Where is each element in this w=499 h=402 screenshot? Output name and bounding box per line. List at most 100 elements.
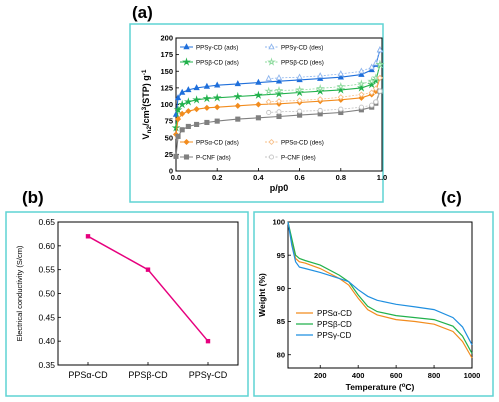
data-point-pps-cd [145, 267, 151, 272]
legend-label: PPSγ-CD [317, 331, 351, 340]
data-point-pps-cd-des [295, 85, 304, 94]
panel-b-frame [5, 211, 249, 397]
data-point-p-cnf-des [358, 104, 364, 110]
legend-marker [267, 57, 276, 66]
x-tick-label-c: 200 [314, 371, 327, 380]
x-tick-label-b: PPSγ-CD [189, 370, 228, 380]
y-tick-label-b: 0.60 [38, 241, 55, 251]
data-point-p-cnf-des [377, 88, 383, 94]
y-tick-label-a: 175 [160, 50, 173, 59]
data-point-pps-cd-des [368, 63, 375, 70]
y-tick-label-b: 0.50 [38, 289, 55, 299]
legend-label: PPSβ-CD (ads) [196, 59, 239, 66]
x-tick-label-a: 0.8 [336, 173, 346, 182]
data-point-pps-cd-des [317, 96, 324, 103]
chart-c: 200 400 600 800 1000 80 85 90 95 100 Temperature (… [257, 218, 480, 392]
data-point-pps-cd-ads [255, 101, 262, 108]
y-tick-label-a: 75 [165, 117, 173, 126]
data-point-p-cnf-ads [214, 118, 220, 124]
legend-entry-p-cnf-ads: P-CNF (ads) [180, 154, 231, 161]
data-point-p-cnf-des [369, 102, 375, 108]
data-point-pps-cd-ads [203, 82, 211, 89]
data-point-pps-cd-des [358, 67, 365, 74]
data-point-pps-cd-ads [315, 86, 325, 95]
data-point-pps-cd-ads [203, 104, 210, 111]
data-point-pps-cd-ads [177, 99, 187, 109]
y-tick-label-c: 90 [277, 284, 285, 293]
legend-label: PPSα-CD [317, 309, 352, 318]
y-tick-label-a: 200 [160, 34, 173, 43]
data-point-pps-cd-des [265, 98, 272, 105]
y-tick-label-a: 125 [160, 83, 173, 92]
data-point-pps-cd-ads [234, 102, 241, 109]
panel-label-b: (b) [22, 188, 44, 207]
legend-marker [183, 154, 190, 160]
data-point-pps-cd [205, 338, 211, 344]
legend-label: PPSα-CD (des) [281, 139, 324, 146]
y-tick-label-b: 0.65 [38, 217, 55, 227]
data-point-pps-cd-ads [337, 73, 344, 80]
data-point-p-cnf-des [297, 108, 303, 114]
chart-a: 0.0 0.2 0.4 0.6 0.8 1.0 0 25 50 75 100 125 150 175 200… [141, 34, 387, 193]
data-point-pps-cd-des [367, 76, 377, 85]
y-tick-label-c: 95 [277, 251, 285, 260]
data-point-pps-cd-ads [185, 108, 192, 115]
data-point-pps-cd-ads [371, 75, 381, 85]
y-tick-label-b: 0.35 [38, 360, 55, 370]
panel-label-a: (a) [132, 3, 153, 22]
legend-entry-pps-cd-des: PPSα-CD (des) [265, 138, 324, 146]
data-point-p-cnf-des [373, 99, 379, 105]
data-point-pps-cd-des [296, 97, 303, 104]
data-point-pps-cd-des [275, 74, 283, 81]
data-point-p-cnf-ads [235, 116, 241, 122]
legend-marker [183, 43, 190, 50]
data-point-pps-cd-des [265, 74, 272, 81]
legend-entry-pps-cd-ads: PPSα-CD (ads) [180, 138, 239, 146]
series-line-p-cnf-des [268, 91, 381, 113]
data-point-pps-cd-ads [214, 81, 221, 88]
legend-entry-pps-cd-des: PPSγ-CD (des) [265, 43, 323, 51]
series-pps-cd-des [265, 46, 384, 81]
legend-marker [268, 154, 275, 160]
legend-entry-pps-cd: PPSγ-CD [296, 331, 351, 340]
x-tick-label-a: 0.0 [171, 173, 181, 182]
series-line-pps-cd [287, 221, 473, 359]
panel-c-frame [253, 211, 494, 397]
legend-label: P-CNF (ads) [196, 154, 231, 161]
legend-entry-pps-cd-des: PPSβ-CD (des) [265, 57, 324, 66]
data-point-pps-cd-ads [193, 84, 200, 91]
data-point-pps-cd-ads [171, 123, 181, 132]
legend-entry-pps-cd: PPSα-CD [296, 309, 352, 318]
x-tick-label-b: PPSα-CD [68, 370, 108, 380]
y-tick-label-a: 100 [160, 100, 173, 109]
y-tick-label-b: 0.40 [38, 336, 55, 346]
data-point-pps-cd-ads [174, 94, 182, 101]
x-tick-label-c: 1000 [464, 371, 481, 380]
data-point-pps-cd-ads [193, 106, 200, 113]
data-point-p-cnf-ads [179, 127, 185, 133]
legend-entry-pps-cd-ads: PPSβ-CD (ads) [180, 57, 239, 66]
x-tick-label-a: 0.2 [212, 173, 222, 182]
legend-marker [182, 57, 191, 66]
x-tick-label-b: PPSβ-CD [128, 370, 168, 380]
data-point-pps-cd-ads [234, 80, 241, 87]
data-point-pps-cd-des [275, 98, 283, 105]
data-point-pps-cd-ads [214, 104, 221, 111]
chart-b: 0.35 0.40 0.45 0.50 0.55 0.60 0.65 PPSα-CD PPSβ-… [15, 217, 239, 380]
data-point-pps-cd-des [274, 85, 284, 95]
legend-marker [183, 138, 190, 146]
data-point-pps-cd-des [368, 89, 375, 96]
legend-label: PPSα-CD (ads) [196, 139, 239, 146]
x-tick-label-a: 0.6 [294, 173, 304, 182]
y-axis-label-b: Electrical conductivity (S/cm) [15, 245, 24, 341]
y-tick-label-a: 50 [165, 133, 173, 142]
data-point-pps-cd-des [336, 81, 346, 91]
data-point-pps-cd-ads [295, 87, 304, 97]
data-point-pps-cd-des [372, 85, 379, 92]
data-point-pps-cd-des [375, 60, 385, 69]
data-point-p-cnf-ads [276, 113, 282, 120]
y-tick-label-a: 25 [165, 150, 173, 159]
x-tick-label-c: 400 [352, 371, 365, 380]
chart-c-plot-frame [287, 221, 473, 369]
